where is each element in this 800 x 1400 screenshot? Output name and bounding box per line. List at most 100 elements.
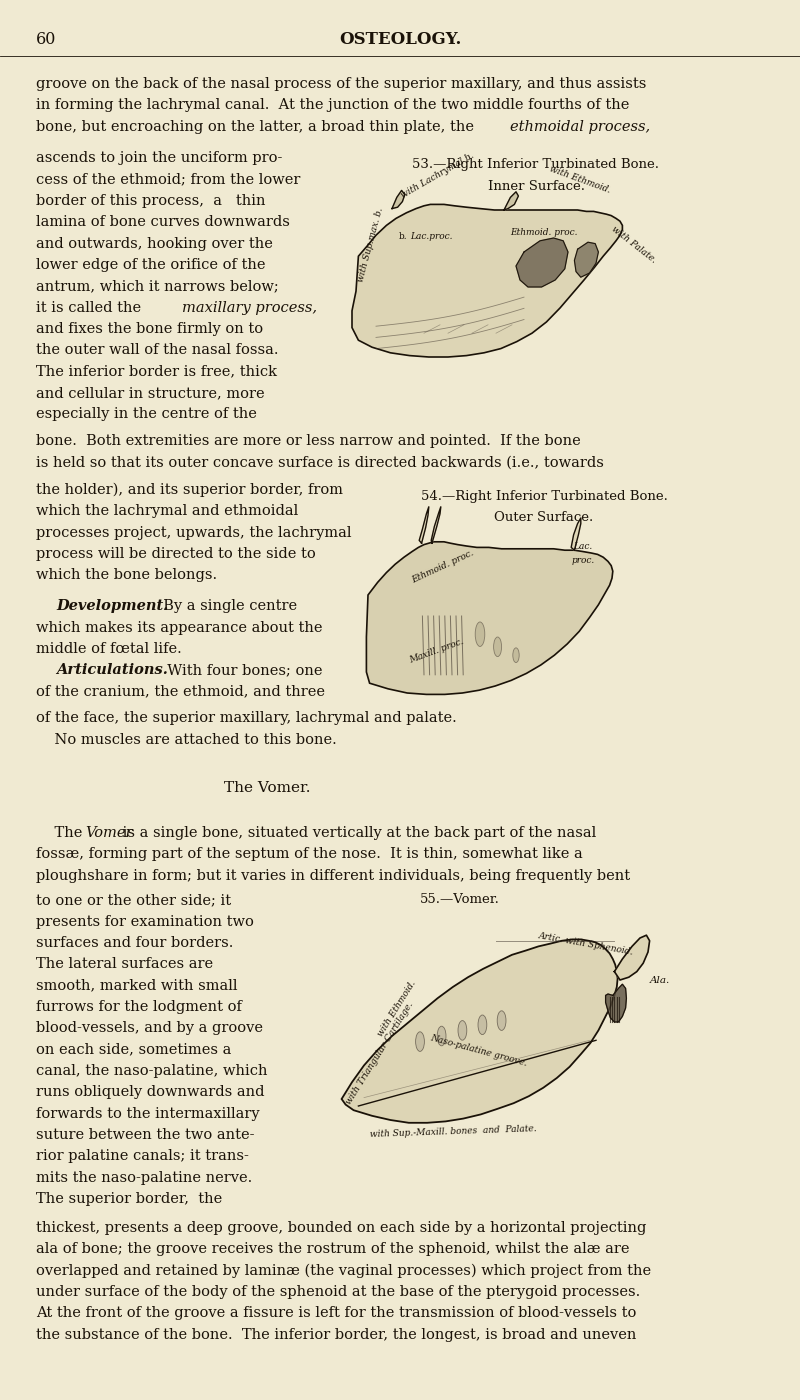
Text: At the front of the groove a fissure is left for the transmission of blood-vesse: At the front of the groove a fissure is … bbox=[36, 1306, 636, 1320]
Text: with Ethmoid.: with Ethmoid. bbox=[376, 979, 418, 1037]
Text: border of this process,  a   thin: border of this process, a thin bbox=[36, 195, 266, 209]
Text: bone.  Both extremities are more or less narrow and pointed.  If the bone: bone. Both extremities are more or less … bbox=[36, 434, 581, 448]
Text: Inner Surface.: Inner Surface. bbox=[487, 179, 585, 193]
Text: is a single bone, situated vertically at the back part of the nasal: is a single bone, situated vertically at… bbox=[118, 826, 597, 840]
Polygon shape bbox=[431, 507, 441, 543]
Text: overlapped and retained by laminæ (the vaginal processes) which project from the: overlapped and retained by laminæ (the v… bbox=[36, 1263, 651, 1278]
Text: in forming the lachrymal canal.  At the junction of the two middle fourths of th: in forming the lachrymal canal. At the j… bbox=[36, 98, 630, 112]
Text: OSTEOLOGY.: OSTEOLOGY. bbox=[339, 31, 461, 48]
Text: presents for examination two: presents for examination two bbox=[36, 914, 254, 928]
Polygon shape bbox=[366, 542, 613, 694]
Text: Naso-palatine groove.: Naso-palatine groove. bbox=[430, 1033, 529, 1068]
Polygon shape bbox=[574, 242, 598, 277]
Text: The: The bbox=[36, 826, 87, 840]
Text: lower edge of the orifice of the: lower edge of the orifice of the bbox=[36, 258, 266, 272]
Text: 53.—Right Inferior Turbinated Bone.: 53.—Right Inferior Turbinated Bone. bbox=[413, 158, 659, 171]
Text: Ala.: Ala. bbox=[650, 976, 670, 984]
Text: Ethmoid. proc.: Ethmoid. proc. bbox=[510, 228, 578, 237]
Text: Ethmoid. proc.: Ethmoid. proc. bbox=[410, 549, 475, 585]
Text: lamina of bone curves downwards: lamina of bone curves downwards bbox=[36, 216, 290, 230]
Text: of the cranium, the ethmoid, and three: of the cranium, the ethmoid, and three bbox=[36, 685, 325, 699]
Text: middle of fœtal life.: middle of fœtal life. bbox=[36, 641, 182, 655]
Polygon shape bbox=[392, 190, 405, 209]
Text: Outer Surface.: Outer Surface. bbox=[494, 511, 594, 525]
Text: and outwards, hooking over the: and outwards, hooking over the bbox=[36, 237, 273, 251]
Text: bone, but encroaching on the latter, a broad thin plate, the: bone, but encroaching on the latter, a b… bbox=[36, 120, 478, 134]
Text: rior palatine canals; it trans-: rior palatine canals; it trans- bbox=[36, 1149, 249, 1163]
Text: which the bone belongs.: which the bone belongs. bbox=[36, 568, 217, 582]
Text: ethmoidal process,: ethmoidal process, bbox=[510, 120, 650, 134]
Text: Lac.: Lac. bbox=[573, 542, 592, 550]
Text: 55.—Vomer.: 55.—Vomer. bbox=[420, 893, 500, 906]
Ellipse shape bbox=[475, 622, 485, 647]
Polygon shape bbox=[504, 192, 518, 210]
Text: is held so that its outer concave surface is directed backwards (i.e., towards: is held so that its outer concave surfac… bbox=[36, 455, 604, 469]
Polygon shape bbox=[342, 939, 618, 1123]
Text: 54.—Right Inferior Turbinated Bone.: 54.—Right Inferior Turbinated Bone. bbox=[421, 490, 667, 503]
Text: with Sup.-Maxill. bones  and  Palate.: with Sup.-Maxill. bones and Palate. bbox=[370, 1124, 537, 1140]
Ellipse shape bbox=[416, 1032, 424, 1051]
Text: runs obliquely downwards and: runs obliquely downwards and bbox=[36, 1085, 265, 1099]
Text: blood-vessels, and by a groove: blood-vessels, and by a groove bbox=[36, 1022, 263, 1036]
Polygon shape bbox=[571, 518, 581, 550]
Text: process will be directed to the side to: process will be directed to the side to bbox=[36, 547, 316, 561]
Text: on each side, sometimes a: on each side, sometimes a bbox=[36, 1043, 231, 1057]
Ellipse shape bbox=[458, 1021, 466, 1040]
Text: maxillary process,: maxillary process, bbox=[182, 301, 317, 315]
Text: which the lachrymal and ethmoidal: which the lachrymal and ethmoidal bbox=[36, 504, 298, 518]
Text: which makes its appearance about the: which makes its appearance about the bbox=[36, 620, 322, 634]
Text: furrows for the lodgment of: furrows for the lodgment of bbox=[36, 1000, 242, 1014]
Text: suture between the two ante-: suture between the two ante- bbox=[36, 1128, 254, 1142]
Text: ala of bone; the groove receives the rostrum of the sphenoid, whilst the alæ are: ala of bone; the groove receives the ros… bbox=[36, 1242, 630, 1256]
Text: processes project, upwards, the lachrymal: processes project, upwards, the lachryma… bbox=[36, 525, 351, 539]
Ellipse shape bbox=[438, 1026, 446, 1046]
Text: the holder), and its superior border, from: the holder), and its superior border, fr… bbox=[36, 483, 343, 497]
Text: and fixes the bone firmly on to: and fixes the bone firmly on to bbox=[36, 322, 263, 336]
Text: cess of the ethmoid; from the lower: cess of the ethmoid; from the lower bbox=[36, 172, 300, 186]
Text: ploughshare in form; but it varies in different individuals, being frequently be: ploughshare in form; but it varies in di… bbox=[36, 868, 630, 882]
Text: Artic. with Sphenoid.: Artic. with Sphenoid. bbox=[538, 931, 634, 956]
Text: The superior border,  the: The superior border, the bbox=[36, 1193, 222, 1207]
Text: with Ethmoid.: with Ethmoid. bbox=[548, 164, 611, 195]
Text: with Lachrymal b.: with Lachrymal b. bbox=[400, 151, 476, 200]
Text: mits the naso-palatine nerve.: mits the naso-palatine nerve. bbox=[36, 1170, 252, 1184]
Text: forwards to the intermaxillary: forwards to the intermaxillary bbox=[36, 1106, 260, 1120]
Text: it is called the: it is called the bbox=[36, 301, 146, 315]
Ellipse shape bbox=[513, 648, 519, 662]
Text: The Vomer.: The Vomer. bbox=[224, 781, 310, 795]
Text: No muscles are attached to this bone.: No muscles are attached to this bone. bbox=[36, 732, 337, 746]
Text: to one or the other side; it: to one or the other side; it bbox=[36, 893, 231, 907]
Text: thickest, presents a deep groove, bounded on each side by a horizontal projectin: thickest, presents a deep groove, bounde… bbox=[36, 1221, 646, 1235]
Polygon shape bbox=[419, 507, 429, 543]
Text: Lac.proc.: Lac.proc. bbox=[410, 232, 453, 241]
Text: especially in the centre of the: especially in the centre of the bbox=[36, 407, 257, 421]
Text: Vomer: Vomer bbox=[85, 826, 132, 840]
Text: ascends to join the unciform pro-: ascends to join the unciform pro- bbox=[36, 151, 282, 165]
Text: with Triangular Cartilage.: with Triangular Cartilage. bbox=[344, 1000, 415, 1106]
Text: The inferior border is free, thick: The inferior border is free, thick bbox=[36, 365, 277, 379]
Text: smooth, marked with small: smooth, marked with small bbox=[36, 979, 238, 993]
Text: of the face, the superior maxillary, lachrymal and palate.: of the face, the superior maxillary, lac… bbox=[36, 711, 457, 725]
Text: under surface of the body of the sphenoid at the base of the pterygoid processes: under surface of the body of the sphenoi… bbox=[36, 1285, 640, 1299]
Text: the outer wall of the nasal fossa.: the outer wall of the nasal fossa. bbox=[36, 343, 278, 357]
Text: the substance of the bone.  The inferior border, the longest, is broad and uneve: the substance of the bone. The inferior … bbox=[36, 1327, 636, 1341]
Text: and cellular in structure, more: and cellular in structure, more bbox=[36, 386, 265, 400]
Text: 60: 60 bbox=[36, 31, 56, 48]
Ellipse shape bbox=[478, 1015, 486, 1035]
Text: with Sup.max. b.: with Sup.max. b. bbox=[356, 207, 385, 283]
Text: With four bones; one: With four bones; one bbox=[158, 664, 323, 678]
Text: with Palate.: with Palate. bbox=[610, 224, 658, 265]
Text: b.: b. bbox=[399, 232, 408, 241]
Text: antrum, which it narrows below;: antrum, which it narrows below; bbox=[36, 280, 278, 294]
Polygon shape bbox=[614, 935, 650, 980]
Polygon shape bbox=[516, 238, 568, 287]
Text: proc.: proc. bbox=[572, 556, 595, 564]
Text: Articulations.: Articulations. bbox=[56, 664, 168, 678]
Text: fossæ, forming part of the septum of the nose.  It is thin, somewhat like a: fossæ, forming part of the septum of the… bbox=[36, 847, 582, 861]
Text: The lateral surfaces are: The lateral surfaces are bbox=[36, 958, 213, 972]
Text: surfaces and four borders.: surfaces and four borders. bbox=[36, 935, 234, 949]
Polygon shape bbox=[352, 204, 622, 357]
Polygon shape bbox=[606, 984, 626, 1022]
Text: canal, the naso-palatine, which: canal, the naso-palatine, which bbox=[36, 1064, 267, 1078]
Ellipse shape bbox=[494, 637, 502, 657]
